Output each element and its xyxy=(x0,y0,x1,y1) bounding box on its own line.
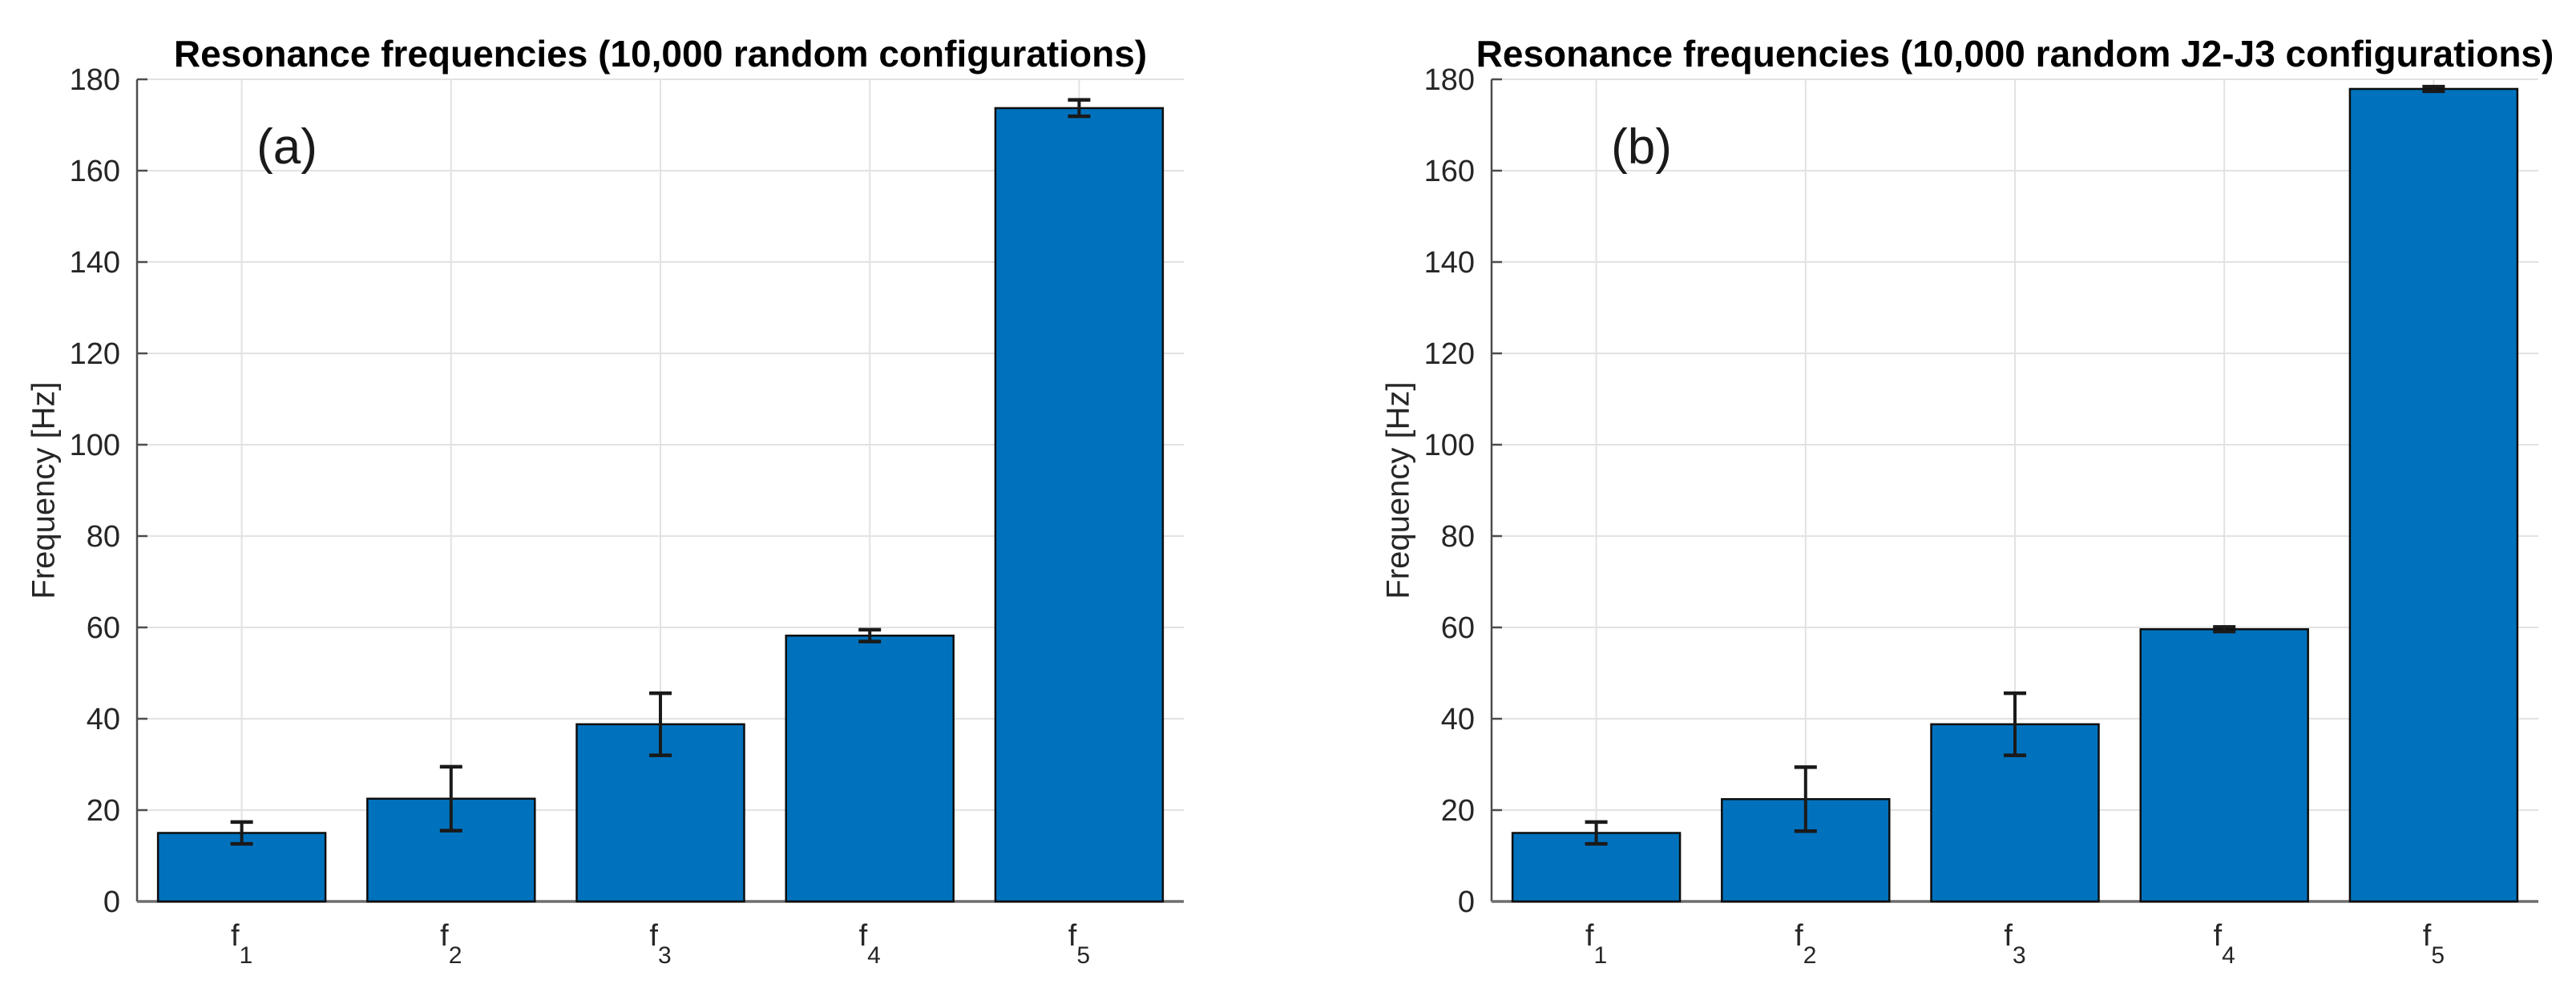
chart-panel-a: 0 20 40 60 80 100 120 140 160 180 f1 f2 f3 f4 f5 xyxy=(70,63,1184,969)
y-tick-label: 180 xyxy=(70,63,120,97)
error-bar-f_4 xyxy=(2213,625,2236,634)
y-tick-label: 160 xyxy=(70,155,120,188)
error-bar-f_3 xyxy=(2004,691,2026,757)
x-tick-label: f3 xyxy=(649,919,671,969)
y-tick-label: 160 xyxy=(1424,155,1475,188)
chart-panel-b: 0 20 40 60 80 100 120 140 160 180 f1 f2 f3 f4 f5 xyxy=(1424,63,2538,969)
y-tick-label: 140 xyxy=(1424,246,1475,280)
y-tick-label: 120 xyxy=(1424,337,1475,371)
y-tick-label: 0 xyxy=(103,885,120,919)
y-tick-label: 180 xyxy=(1424,63,1475,97)
y-tick-label: 0 xyxy=(1458,885,1475,919)
y-tick-label: 60 xyxy=(1441,611,1475,645)
y-tick-label: 100 xyxy=(1424,429,1475,462)
error-bar-f_1 xyxy=(230,820,253,846)
error-bar-f_1 xyxy=(1585,820,1608,846)
x-tick-label: f3 xyxy=(2004,919,2025,969)
error-bar-f_2 xyxy=(1794,765,1817,833)
error-bar-f_5 xyxy=(1068,98,1091,119)
y-tick-label: 140 xyxy=(70,246,120,280)
x-tick-label: f4 xyxy=(859,919,881,969)
error-bar-f_5 xyxy=(2422,84,2445,94)
y-tick-label: 40 xyxy=(87,703,120,736)
x-tick-label: f5 xyxy=(2423,919,2445,969)
bar-f_4 xyxy=(785,635,955,903)
y-tick-label: 80 xyxy=(87,520,120,554)
y-tick-label: 60 xyxy=(87,611,120,645)
y-tick-label: 120 xyxy=(70,337,120,371)
chart-a-title: Resonance frequencies (10,000 random con… xyxy=(173,33,1148,75)
y-axis-label-b: Frequency [Hz] xyxy=(1380,381,1416,599)
x-tick-label: f5 xyxy=(1068,919,1090,969)
chart-b-title: Resonance frequencies (10,000 random J2-… xyxy=(1476,33,2554,75)
bar-f_4 xyxy=(2139,628,2309,903)
panel-label-b: (b) xyxy=(1611,119,1672,175)
x-tick-label: f2 xyxy=(440,919,462,969)
y-tick-label: 40 xyxy=(1441,703,1475,736)
x-tick-label: f1 xyxy=(231,919,252,969)
error-bar-f_4 xyxy=(858,627,882,643)
x-tick-label: f4 xyxy=(2214,919,2235,969)
x-tick-label: f1 xyxy=(1585,919,1607,969)
x-tick-label: f2 xyxy=(1795,919,1816,969)
error-bar-f_3 xyxy=(649,691,672,757)
y-tick-label: 100 xyxy=(70,429,120,462)
y-tick-label: 80 xyxy=(1441,520,1475,554)
y-tick-label: 20 xyxy=(87,794,120,828)
y-axis-label-a: Frequency [Hz] xyxy=(26,381,62,599)
bar-f_5 xyxy=(994,107,1165,903)
y-tick-label: 20 xyxy=(1441,794,1475,828)
panel-label-a: (a) xyxy=(256,119,317,175)
error-bar-f_2 xyxy=(439,764,462,833)
bar-f_5 xyxy=(2348,87,2519,903)
